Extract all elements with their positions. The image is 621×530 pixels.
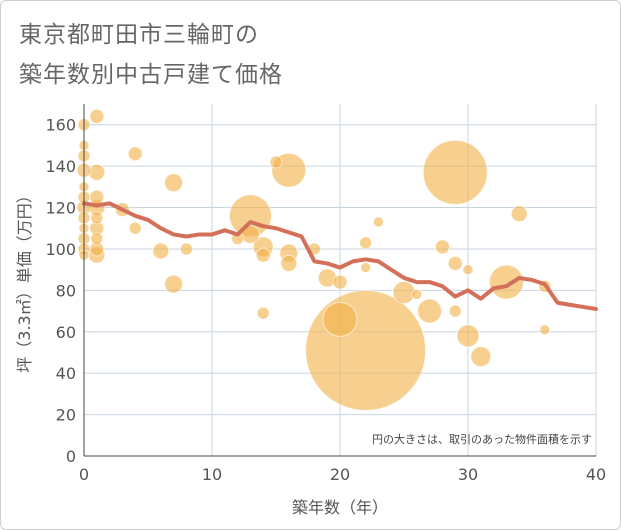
- bubbles: [76, 108, 552, 411]
- y-tick-label: 40: [56, 364, 76, 383]
- axes: 0 20 40 60 80 100 120 140 160 0 10 20 30 40: [45, 104, 606, 484]
- x-tick-label: 30: [458, 465, 478, 484]
- bubble-point: [127, 146, 143, 162]
- x-tick-label: 40: [586, 465, 606, 484]
- chart-title-line-2: 築年数別中古戸建て価格: [19, 62, 283, 88]
- bubble-point: [164, 274, 184, 294]
- bubble-point: [447, 255, 463, 271]
- bubble-point: [448, 304, 462, 318]
- bubble-point: [392, 280, 416, 304]
- chart-title-line-1: 東京都町田市三輪町の: [19, 22, 259, 48]
- y-tick-label: 0: [66, 447, 76, 466]
- bubble-point: [179, 242, 193, 256]
- bubble-point: [90, 211, 104, 225]
- y-tick-label: 100: [45, 240, 76, 259]
- trend-series-line: [82, 201, 598, 311]
- y-axis-label: 坪（3.3㎡）単価（万円）: [15, 187, 34, 372]
- bubble-point: [488, 264, 524, 300]
- bubble-point: [305, 289, 427, 411]
- bubble-point: [322, 301, 358, 337]
- y-tick-label: 20: [56, 406, 76, 425]
- bubble-point: [510, 205, 528, 223]
- bubble-point: [89, 108, 105, 124]
- bubble-point: [360, 262, 372, 274]
- bubble-point: [456, 324, 480, 348]
- bubble-point: [255, 247, 271, 263]
- x-tick-label: 0: [79, 465, 89, 484]
- bubble-point: [539, 324, 551, 336]
- y-tick-label: 80: [56, 281, 76, 300]
- bubble-point: [89, 189, 105, 205]
- x-tick-label: 20: [330, 465, 350, 484]
- bubble-point: [434, 239, 450, 255]
- bubble-point: [332, 274, 348, 290]
- bubble-point: [90, 232, 104, 246]
- bubble-point: [372, 216, 384, 228]
- bubble-point: [128, 221, 142, 235]
- bubble-point: [417, 298, 443, 324]
- bubble-point: [164, 173, 184, 193]
- bubble-point: [152, 242, 170, 260]
- y-tick-label: 120: [45, 199, 76, 218]
- bubble-point: [359, 236, 373, 250]
- bubble-point: [269, 155, 283, 169]
- size-legend-note: 円の大きさは、取引のあった物件面積を示す: [372, 432, 592, 446]
- y-tick-label: 140: [45, 157, 76, 176]
- y-tick-label: 60: [56, 323, 76, 342]
- bubble-point: [422, 139, 488, 205]
- bubble-point: [462, 264, 474, 276]
- bubble-point: [280, 254, 298, 272]
- y-tick-label: 160: [45, 116, 76, 135]
- x-axis-label: 築年数（年）: [292, 498, 388, 517]
- trend-line: [82, 201, 598, 311]
- x-tick-label: 10: [202, 465, 222, 484]
- bubble-point: [470, 346, 492, 368]
- bubble-point: [256, 306, 270, 320]
- bubble-point: [411, 288, 423, 300]
